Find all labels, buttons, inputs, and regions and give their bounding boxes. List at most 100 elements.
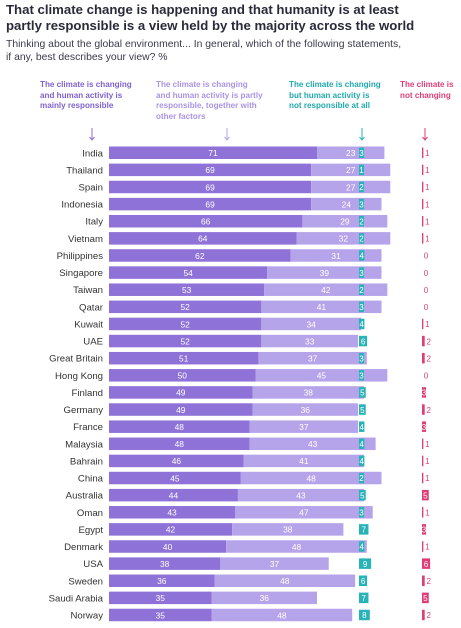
bar-not-responsible <box>359 352 364 364</box>
bar-partly-responsible <box>249 437 376 451</box>
bar-mainly-responsible <box>109 300 262 314</box>
bar-partly-responsible <box>243 454 364 468</box>
bar-mainly-responsible <box>109 180 312 194</box>
bar-not-responsible <box>359 455 365 467</box>
data-label-not-changing: 0 <box>424 286 429 295</box>
data-label-not-responsible: 3 <box>359 303 364 312</box>
bar-not-changing <box>422 575 425 586</box>
data-label-partly: 31 <box>331 251 341 261</box>
data-label-not-responsible: 3 <box>359 354 364 363</box>
category-label: Australia <box>66 491 104 502</box>
bar-not-responsible <box>359 301 364 313</box>
bar-mainly-responsible <box>109 249 291 262</box>
bar-not-changing <box>422 524 427 535</box>
bar-partly-responsible <box>237 488 364 502</box>
category-label: Hong Kong <box>55 371 103 382</box>
bar-partly-responsible <box>252 403 359 416</box>
bar-partly-responsible <box>211 591 318 605</box>
data-label-not-responsible: 2 <box>359 474 364 483</box>
bar-not-responsible <box>359 558 372 569</box>
bar-not-changing <box>422 215 424 227</box>
bar-partly-responsible <box>214 574 356 587</box>
bar-mainly-responsible <box>109 591 212 605</box>
data-label-not-responsible: 5 <box>360 491 365 500</box>
bar-mainly-responsible <box>109 403 253 416</box>
data-label-partly: 34 <box>307 319 317 329</box>
data-label-partly: 33 <box>305 336 315 346</box>
category-label: Oman <box>77 508 103 519</box>
bar-not-changing <box>422 233 424 244</box>
category-label: Italy <box>85 217 103 228</box>
bar-not-responsible <box>359 370 364 381</box>
data-label-mainly: 66 <box>201 217 211 227</box>
bar-not-changing <box>422 489 429 501</box>
data-label-not-responsible: 3 <box>359 269 364 278</box>
bar-not-changing <box>422 352 425 364</box>
category-label: Vietnam <box>68 234 103 245</box>
bar-not-changing <box>422 181 424 193</box>
data-label-not-changing: 1 <box>425 543 430 552</box>
data-label-partly: 48 <box>307 473 317 483</box>
data-label-mainly: 51 <box>179 353 189 363</box>
data-label-partly: 43 <box>296 490 306 500</box>
bar-partly-responsible <box>261 300 382 314</box>
data-label-not-changing: 1 <box>425 457 430 466</box>
bar-mainly-responsible <box>109 317 262 331</box>
bar-not-responsible <box>359 147 364 158</box>
data-label-mainly: 44 <box>169 490 179 500</box>
bar-partly-responsible <box>249 420 359 433</box>
bar-mainly-responsible <box>109 488 238 502</box>
bar-not-changing <box>422 147 424 158</box>
bar-mainly-responsible <box>109 523 233 536</box>
bar-not-changing <box>422 541 424 552</box>
category-label: Kuwait <box>74 319 103 330</box>
bar-not-responsible <box>359 284 364 295</box>
data-label-not-responsible: 3 <box>359 200 364 209</box>
bar-not-responsible <box>359 198 364 210</box>
bar-partly-responsible <box>267 266 382 279</box>
bar-not-changing <box>422 164 424 176</box>
bar-not-changing <box>422 404 425 415</box>
bar-mainly-responsible <box>109 163 312 177</box>
data-label-mainly: 52 <box>181 302 191 312</box>
bar-mainly-responsible <box>109 197 312 211</box>
data-label-not-responsible: 6 <box>361 577 366 586</box>
data-label-mainly: 35 <box>156 593 166 603</box>
category-label: China <box>78 474 104 485</box>
data-label-mainly: 64 <box>198 234 208 244</box>
bar-not-responsible <box>359 318 365 330</box>
bar-partly-responsible <box>264 283 388 296</box>
data-label-mainly: 35 <box>156 610 166 620</box>
bar-mainly-responsible <box>109 471 241 485</box>
data-label-not-changing: 1 <box>425 149 430 158</box>
data-label-not-changing: 1 <box>425 320 430 329</box>
bar-not-responsible <box>359 215 364 227</box>
data-label-partly: 37 <box>270 559 280 569</box>
bar-partly-responsible <box>240 471 382 485</box>
bar-not-changing <box>422 335 425 347</box>
data-label-not-responsible: 5 <box>360 389 365 398</box>
data-label-not-responsible: 4 <box>359 457 364 466</box>
bar-not-responsible <box>359 524 369 535</box>
chart-title: That climate change is happening and tha… <box>6 2 415 33</box>
data-label-partly: 41 <box>317 302 327 312</box>
data-label-partly: 24 <box>342 199 352 209</box>
data-label-partly: 37 <box>299 422 309 432</box>
bar-mainly-responsible <box>109 506 235 519</box>
data-label-not-changing: 2 <box>426 354 431 363</box>
category-label: Norway <box>70 610 103 621</box>
bar-partly-responsible <box>226 540 367 553</box>
bar-partly-responsible <box>302 214 388 228</box>
bar-partly-responsible <box>296 232 391 245</box>
category-label: Bahrain <box>70 456 103 467</box>
data-label-not-changing: 1 <box>425 440 430 449</box>
bar-mainly-responsible <box>109 420 250 433</box>
data-label-not-responsible: 7 <box>361 594 366 603</box>
data-label-not-responsible: 6 <box>361 337 366 346</box>
data-label-mainly: 36 <box>157 576 167 586</box>
data-label-partly: 36 <box>260 593 270 603</box>
data-label-not-responsible: 4 <box>359 440 364 449</box>
data-label-not-changing: 2 <box>426 611 431 620</box>
bar-not-responsible <box>359 335 368 347</box>
data-label-mainly: 71 <box>208 148 218 158</box>
